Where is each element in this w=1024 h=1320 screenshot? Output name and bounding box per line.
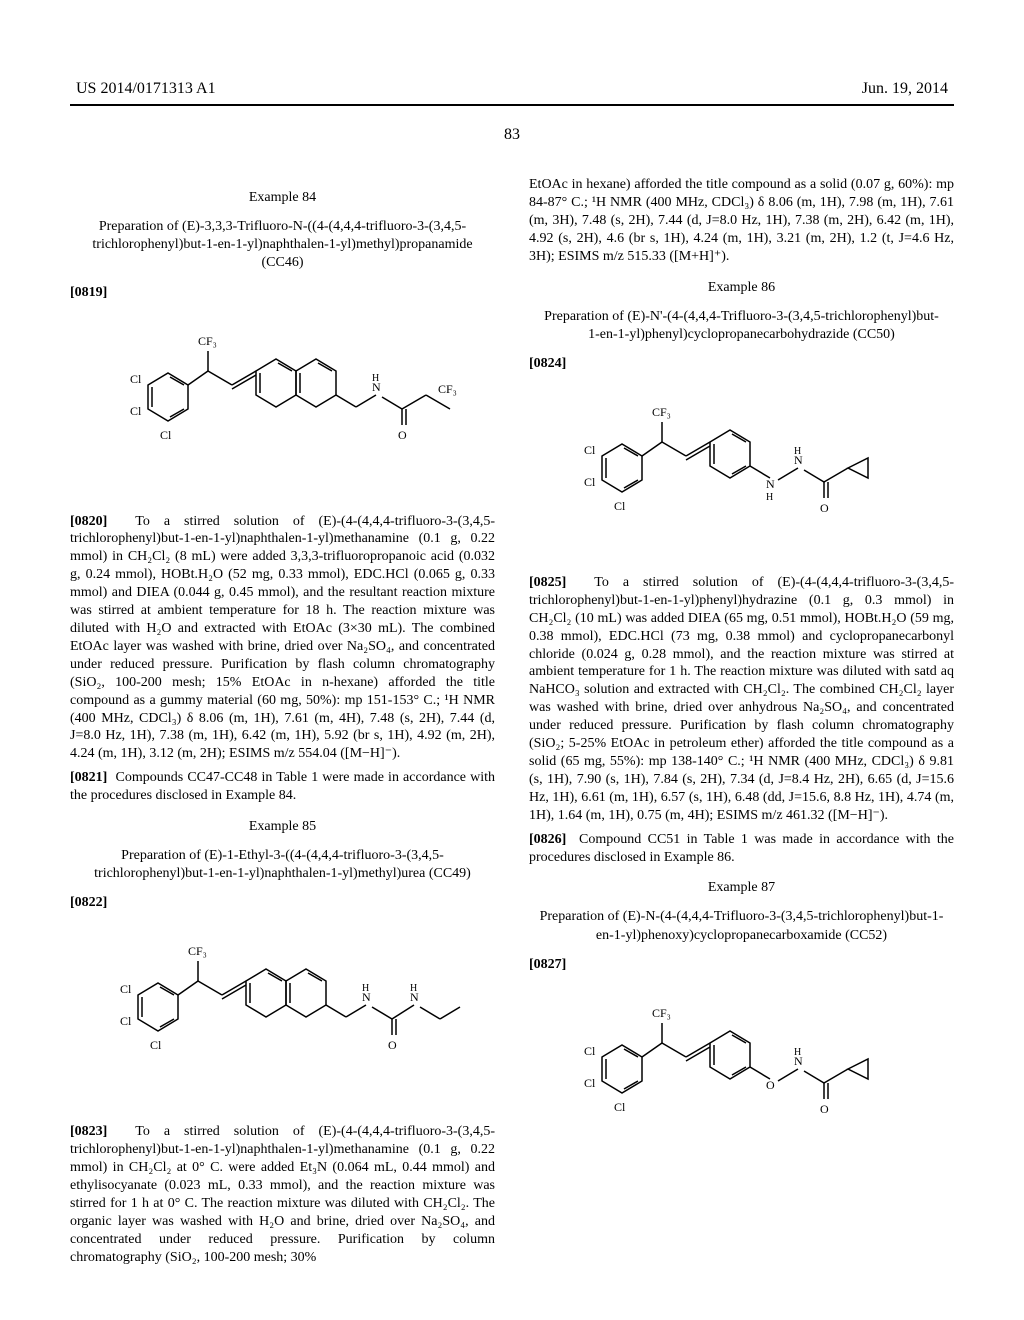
example84-title: Preparation of (E)-3,3,3-Trifluoro-N-((4… [70,218,495,273]
svg-text:O: O [398,428,407,442]
example84-structure: Cl Cl Cl CF₃ [98,315,468,495]
example86-structure: Cl Cl Cl CF₃ N H [552,386,932,556]
svg-text:CF₃: CF₃ [198,334,217,348]
example85-body: [0823] To a stirred solution of (E)-(4-(… [70,1123,495,1266]
example84-heading: Example 84 [70,190,495,206]
svg-text:Cl: Cl [584,475,596,489]
example87-structure-block: [0827] [529,957,954,973]
svg-text:O: O [388,1038,397,1052]
svg-text:H: H [410,983,417,994]
svg-text:Cl: Cl [130,372,142,386]
svg-text:CF₃: CF₃ [188,944,207,958]
svg-text:Cl: Cl [150,1038,162,1052]
svg-text:Cl: Cl [584,1076,596,1090]
svg-text:O: O [820,501,829,515]
example85-para-num: [0822] [70,895,124,911]
svg-text:CF₃: CF₃ [652,405,671,419]
example85-continuation: EtOAc in hexane) afforded the title comp… [529,176,954,266]
example86-para-num: [0824] [529,356,583,372]
svg-text:O: O [820,1102,829,1116]
example87-structure: Cl Cl Cl CF₃ O N [552,987,932,1147]
example86-xref: [0826] Compound CC51 in Table 1 was made… [529,831,954,867]
example85-heading: Example 85 [70,819,495,835]
svg-text:Cl: Cl [160,428,172,442]
example86-structure-block: [0824] [529,356,954,372]
svg-text:O: O [766,1078,775,1092]
example85-title: Preparation of (E)-1-Ethyl-3-((4-(4,4,4-… [70,847,495,883]
svg-text:CF₃: CF₃ [438,382,457,396]
svg-text:H: H [794,1047,801,1058]
example86-body: [0825] To a stirred solution of (E)-(4-(… [529,574,954,825]
svg-text:Cl: Cl [584,1044,596,1058]
svg-text:H: H [372,373,379,384]
svg-text:Cl: Cl [614,1100,626,1114]
svg-text:Cl: Cl [120,982,132,996]
page-number: 83 [70,126,954,144]
example86-title: Preparation of (E)-N'-(4-(4,4,4-Trifluor… [529,308,954,344]
example86-heading: Example 86 [529,280,954,296]
example85-structure: Cl Cl Cl CF₃ N [88,925,478,1105]
svg-text:Cl: Cl [120,1014,132,1028]
page-header: US 2014/0171313 A1 Jun. 19, 2014 [70,80,954,104]
right-column: EtOAc in hexane) afforded the title comp… [529,176,954,1273]
example84-body: [0820] To a stirred solution of (E)-(4-(… [70,513,495,764]
patent-date: Jun. 19, 2014 [862,80,948,98]
svg-text:H: H [766,492,773,503]
example87-para-num: [0827] [529,957,583,973]
svg-text:H: H [362,983,369,994]
patent-number: US 2014/0171313 A1 [76,80,216,98]
example85-structure-block: [0822] [70,895,495,911]
svg-text:Cl: Cl [614,499,626,513]
left-column: Example 84 Preparation of (E)-3,3,3-Trif… [70,176,495,1273]
svg-text:Cl: Cl [130,404,142,418]
example84-xref: [0821] Compounds CC47-CC48 in Table 1 we… [70,769,495,805]
example87-title: Preparation of (E)-N-(4-(4,4,4-Trifluoro… [529,908,954,944]
header-rule [70,104,954,106]
example87-heading: Example 87 [529,880,954,896]
svg-text:Cl: Cl [584,443,596,457]
svg-text:N: N [766,477,775,491]
svg-text:H: H [794,446,801,457]
example84-structure-block: [0819] [70,285,495,301]
example84-para-num: [0819] [70,285,124,301]
patent-page: US 2014/0171313 A1 Jun. 19, 2014 83 Exam… [0,0,1024,1320]
two-column-layout: Example 84 Preparation of (E)-3,3,3-Trif… [70,176,954,1273]
svg-text:CF₃: CF₃ [652,1006,671,1020]
